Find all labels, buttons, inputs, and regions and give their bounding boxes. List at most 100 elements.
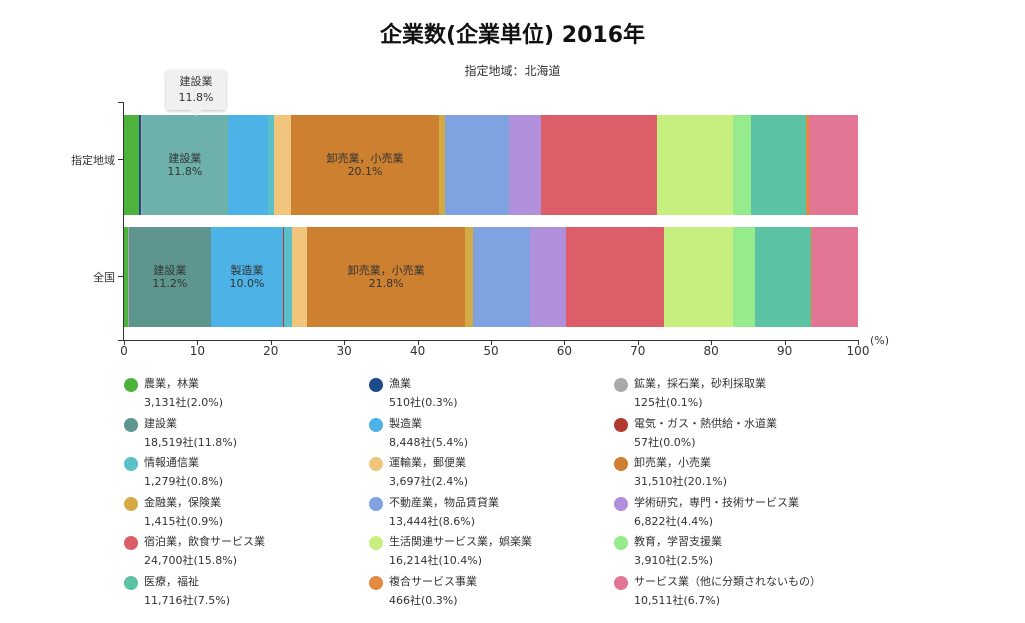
legend-count: 466社	[389, 593, 421, 607]
bar-segment[interactable]: 建設業 11.2%	[129, 227, 211, 327]
legend-value: 18,519社(11.8%)	[144, 433, 237, 452]
bar-segment[interactable]	[472, 227, 530, 327]
legend-item[interactable]: 不動産業，物品賃貸業 13,444社(8.6%)	[369, 496, 614, 536]
legend-name: 製造業	[389, 416, 422, 430]
x-tick	[858, 340, 859, 345]
legend-percent: (8.6%)	[438, 514, 476, 528]
bar-segment[interactable]: 卸売業，小売業 21.8%	[306, 227, 466, 327]
legend-name: 電気・ガス・熱供給・水道業	[634, 416, 777, 430]
legend-item[interactable]: 宿泊業，飲食サービス業 24,700社(15.8%)	[124, 535, 369, 575]
legend-item[interactable]: 農業，林業 3,131社(2.0%)	[124, 377, 369, 417]
legend-item[interactable]: 卸売業，小売業 31,510社(20.1%)	[614, 456, 884, 496]
legend-count: 16,214社	[389, 554, 439, 567]
legend-value: 24,700社(15.8%)	[144, 551, 265, 570]
legend-color-dot-icon	[614, 496, 628, 511]
legend-item[interactable]: 電気・ガス・熱供給・水道業 57社(0.0%)	[614, 417, 884, 457]
bar-segment[interactable]	[292, 227, 307, 327]
legend-item[interactable]: 教育，学習支援業 3,910社(2.5%)	[614, 535, 884, 575]
bar-segment[interactable]	[808, 115, 858, 215]
x-axis-unit: (%)	[870, 334, 890, 347]
legend-value: 1,279社(0.8%)	[144, 472, 223, 491]
legend-name: 建設業	[144, 416, 177, 430]
bar-segment[interactable]: 建設業 11.8%	[141, 115, 229, 215]
x-tick	[124, 340, 125, 345]
bar-segment[interactable]	[267, 115, 274, 215]
bar-segment[interactable]	[128, 227, 130, 327]
bar-segment[interactable]	[733, 227, 756, 327]
bar-segment[interactable]	[806, 115, 809, 215]
legend-count: 8,448社	[389, 435, 432, 449]
bar-segment[interactable]	[284, 227, 293, 327]
legend-count: 31,510社	[634, 475, 684, 488]
legend-text: 不動産業，物品賃貸業 13,444社(8.6%)	[389, 493, 499, 531]
legend-value: 8,448社(5.4%)	[389, 433, 468, 452]
bar-segment[interactable]	[273, 115, 292, 215]
legend-percent: (15.8%)	[193, 554, 238, 567]
bar-segment[interactable]	[124, 227, 128, 327]
legend-item[interactable]: 金融業，保険業 1,415社(0.9%)	[124, 496, 369, 536]
legend-text: 教育，学習支援業 3,910社(2.5%)	[634, 532, 722, 570]
legend-text: 学術研究，専門・技術サービス業 6,822社(4.4%)	[634, 493, 799, 531]
bar-segment[interactable]	[733, 115, 752, 215]
legend-item[interactable]: サービス業（他に分類されないもの） 10,511社(6.7%)	[614, 575, 884, 615]
bar-segment[interactable]	[755, 227, 811, 327]
legend-item[interactable]: 漁業 510社(0.3%)	[369, 377, 614, 417]
bar-segment[interactable]: 卸売業，小売業 20.1%	[291, 115, 439, 215]
legend-text: 農業，林業 3,131社(2.0%)	[144, 374, 223, 412]
bar-segment[interactable]	[228, 115, 268, 215]
bar-segment[interactable]	[127, 227, 129, 327]
legend-percent: (0.3%)	[421, 396, 458, 409]
y-axis-line	[123, 102, 124, 340]
bar-segment[interactable]	[810, 227, 813, 327]
legend-color-dot-icon	[124, 575, 138, 590]
bar-segment[interactable]	[438, 115, 446, 215]
bar-segment[interactable]	[656, 115, 734, 215]
x-tick-label: 90	[776, 344, 793, 358]
legend-name: 複合サービス事業	[389, 574, 477, 588]
legend-text: 電気・ガス・熱供給・水道業 57社(0.0%)	[634, 414, 777, 452]
legend-color-dot-icon	[614, 457, 628, 471]
bar-segment[interactable]	[465, 227, 473, 327]
bar-segment[interactable]	[508, 115, 541, 215]
bar-segment[interactable]	[529, 227, 566, 327]
x-tick	[711, 340, 713, 345]
legend-percent: (2.5%)	[676, 554, 714, 567]
x-tick-label: 60	[556, 344, 573, 358]
legend-item[interactable]: 生活関連サービス業，娯楽業 16,214社(10.4%)	[369, 535, 614, 575]
bar-segment[interactable]	[124, 115, 139, 215]
legend-item[interactable]: 建設業 18,519社(11.8%)	[124, 417, 369, 457]
bar-segment[interactable]	[751, 115, 807, 215]
x-tick-label: 0	[120, 344, 128, 358]
legend-percent: (0.3%)	[421, 593, 458, 607]
x-tick	[784, 340, 786, 345]
legend-count: 57社	[634, 435, 659, 449]
bar-segment[interactable]	[812, 227, 858, 327]
legend-color-dot-icon	[369, 417, 383, 432]
legend-percent: (6.7%)	[683, 593, 721, 607]
bar-segment[interactable]	[540, 115, 657, 215]
legend-item[interactable]: 鉱業，採石業，砂利採取業 125社(0.1%)	[614, 377, 884, 417]
bar-segment[interactable]	[140, 115, 142, 215]
legend-color-dot-icon	[369, 575, 383, 590]
bar-segment[interactable]	[138, 115, 141, 215]
legend-percent: (0.8%)	[186, 475, 224, 488]
legend-item[interactable]: 運輸業，郵便業 3,697社(2.4%)	[369, 456, 614, 496]
legend-color-dot-icon	[614, 378, 628, 392]
x-tick-label: 100	[846, 344, 870, 358]
bar-segment[interactable]	[445, 115, 509, 215]
bar-segment[interactable]	[565, 227, 664, 327]
legend-item[interactable]: 製造業 8,448社(5.4%)	[369, 417, 614, 457]
legend-item[interactable]: 医療，福祉 11,716社(7.5%)	[124, 575, 369, 615]
bar-segment[interactable]: 製造業 10.0%	[210, 227, 284, 327]
bar-segment[interactable]	[663, 227, 734, 327]
legend-item[interactable]: 情報通信業 1,279社(0.8%)	[124, 456, 369, 496]
legend-count: 18,519社	[144, 435, 194, 449]
legend-name: 農業，林業	[144, 377, 199, 390]
legend-item[interactable]: 学術研究，専門・技術サービス業 6,822社(4.4%)	[614, 496, 884, 536]
legend-item[interactable]: 複合サービス事業 466社(0.3%)	[369, 575, 614, 615]
legend-value: 3,697社(2.4%)	[389, 472, 468, 491]
bar-segment[interactable]	[283, 227, 285, 327]
legend-text: 卸売業，小売業 31,510社(20.1%)	[634, 453, 727, 491]
bar-national[interactable]: 建設業 11.2% 製造業 10.0% 卸売業，小売業 21.8%	[124, 227, 858, 327]
bar-selected-region[interactable]: 建設業 11.8% 卸売業，小売業 20.1%	[124, 115, 858, 215]
